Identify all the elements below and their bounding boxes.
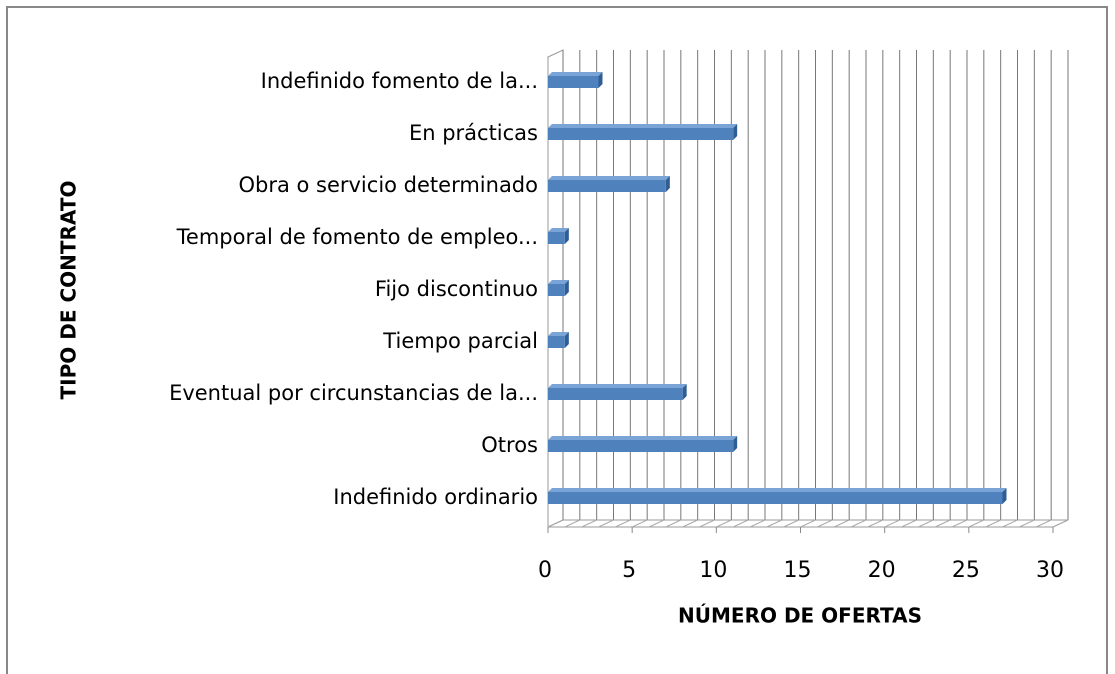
floor-line <box>850 519 867 528</box>
bar <box>548 72 603 88</box>
y-tick-label: Temporal de fomento de empleo... <box>176 225 538 249</box>
floor-line <box>631 519 648 528</box>
y-tick-label: Otros <box>481 433 538 457</box>
bar <box>548 228 569 244</box>
x-tick-label: 25 <box>952 558 980 583</box>
bar <box>548 384 687 400</box>
bar <box>548 332 569 348</box>
x-tick-label: 20 <box>868 558 896 583</box>
y-tick-label: Indefinido fomento de la... <box>261 69 538 93</box>
y-tick-label: En prácticas <box>409 121 538 145</box>
x-tick-label: 15 <box>784 558 812 583</box>
floor-line <box>699 519 715 528</box>
floor-line <box>901 519 917 528</box>
y-tick-label: Tiempo parcial <box>382 329 538 353</box>
bar <box>548 436 738 452</box>
floor-line <box>547 519 564 528</box>
floor-line <box>564 519 581 528</box>
frame <box>6 6 1108 674</box>
floor-line <box>1019 519 1035 528</box>
floor-line <box>581 519 597 528</box>
floor-line <box>665 519 682 528</box>
x-tick-label: 0 <box>538 558 552 583</box>
floor-line <box>732 519 749 528</box>
floor-line <box>598 519 614 528</box>
floor-line <box>766 519 783 528</box>
floor-line <box>918 519 934 528</box>
y-tick-label: Eventual por circunstancias de la... <box>169 381 538 405</box>
floor-line <box>783 519 799 528</box>
floor-line <box>817 519 833 528</box>
floor-line <box>682 519 698 528</box>
floor-line <box>800 519 816 528</box>
floor-line <box>867 519 884 528</box>
bar <box>548 176 670 192</box>
floor-line <box>716 519 732 528</box>
y-tick-label: Obra o servicio determinado <box>238 173 538 197</box>
y-axis-title: TIPO DE CONTRATO <box>57 181 81 400</box>
bar <box>548 124 738 140</box>
floor-line <box>951 519 968 528</box>
x-axis-title: NÚMERO DE OFERTAS <box>678 604 922 628</box>
bar <box>548 280 569 296</box>
floor-line <box>833 519 850 528</box>
x-tick-label: 10 <box>699 558 727 583</box>
floor-line <box>615 519 631 528</box>
y-tick-label: Fijo discontinuo <box>375 277 538 301</box>
floor-line <box>648 519 665 528</box>
floor-line <box>1035 519 1052 528</box>
floor-line <box>1002 519 1018 528</box>
floor-line <box>985 519 1001 528</box>
bar <box>548 488 1007 504</box>
floor-line <box>968 519 985 528</box>
y-tick-label: Indefinido ordinario <box>333 485 538 509</box>
x-tick-label: 5 <box>622 558 636 583</box>
floor-line <box>1052 519 1069 528</box>
floor-line <box>934 519 951 528</box>
floor-line <box>749 519 766 528</box>
x-tick-label: 30 <box>1036 558 1064 583</box>
floor-line <box>884 519 900 528</box>
